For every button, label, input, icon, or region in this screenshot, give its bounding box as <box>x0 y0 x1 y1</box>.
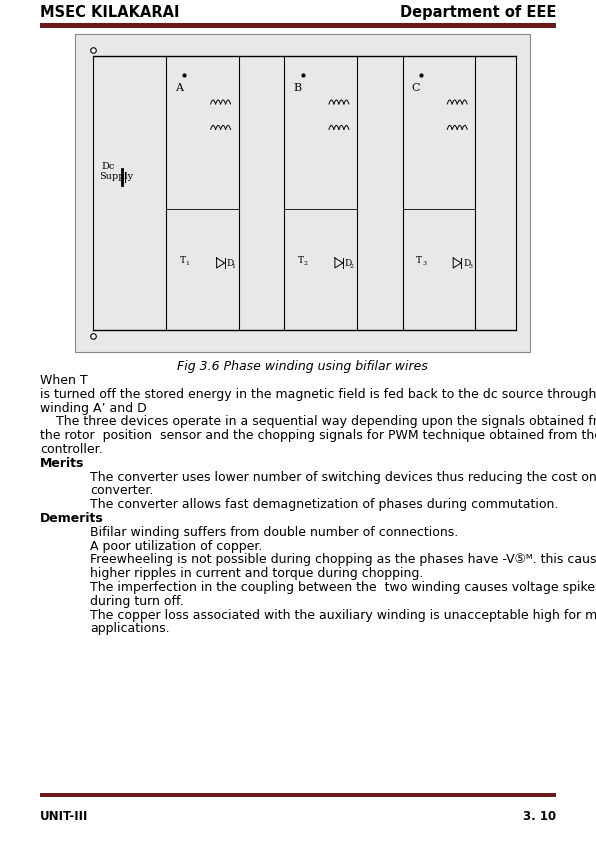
Text: MSEC KILAKARAI: MSEC KILAKARAI <box>40 5 179 20</box>
Text: applications.: applications. <box>90 622 170 636</box>
Text: 3: 3 <box>422 261 426 266</box>
Text: higher ripples in current and torque during chopping.: higher ripples in current and torque dur… <box>90 568 423 580</box>
Text: UNIT-III: UNIT-III <box>40 810 88 823</box>
Text: 2: 2 <box>350 264 354 269</box>
Text: Dc: Dc <box>102 163 115 171</box>
Text: D: D <box>226 259 234 268</box>
Text: T: T <box>416 256 422 265</box>
Text: B: B <box>293 83 302 93</box>
Text: A poor utilization of copper.: A poor utilization of copper. <box>90 540 262 552</box>
Text: winding A’ and D: winding A’ and D <box>40 402 147 414</box>
Text: Demerits: Demerits <box>40 512 104 525</box>
Text: D: D <box>345 259 352 268</box>
Text: C: C <box>412 83 420 93</box>
Text: converter.: converter. <box>90 484 153 498</box>
Text: 3: 3 <box>468 264 472 269</box>
Text: When T: When T <box>40 374 88 387</box>
Text: A: A <box>175 83 183 93</box>
Bar <box>40 23 556 28</box>
Text: Bifilar winding suffers from double number of connections.: Bifilar winding suffers from double numb… <box>90 525 458 539</box>
Text: during turn off.: during turn off. <box>90 594 184 608</box>
Text: is turned off the stored energy in the magnetic field is fed back to the dc sour: is turned off the stored energy in the m… <box>40 388 596 401</box>
Text: The copper loss associated with the auxiliary winding is unacceptable high for m: The copper loss associated with the auxi… <box>90 609 596 621</box>
Text: 1: 1 <box>185 261 190 266</box>
Text: 2: 2 <box>304 261 308 266</box>
Text: Fig 3.6 Phase winding using bifilar wires: Fig 3.6 Phase winding using bifilar wire… <box>177 360 428 373</box>
Text: The converter uses lower number of switching devices thus reducing the cost on t: The converter uses lower number of switc… <box>90 471 596 483</box>
Bar <box>75 34 530 352</box>
Text: Supply: Supply <box>99 172 133 181</box>
Text: The imperfection in the coupling between the  two winding causes voltage spikes: The imperfection in the coupling between… <box>90 581 596 594</box>
Text: Department of EEE: Department of EEE <box>400 5 556 20</box>
Text: D: D <box>463 259 470 268</box>
Bar <box>40 793 556 797</box>
Text: 1: 1 <box>232 264 235 269</box>
Text: The three devices operate in a sequential way depending upon the signals obtaine: The three devices operate in a sequentia… <box>40 415 596 429</box>
Text: Freewheeling is not possible during chopping as the phases have -V⑤ᴹ. this cause: Freewheeling is not possible during chop… <box>90 553 596 567</box>
Text: T: T <box>179 256 185 265</box>
Text: Merits: Merits <box>40 457 85 470</box>
Text: 3. 10: 3. 10 <box>523 810 556 823</box>
Text: controller.: controller. <box>40 443 103 456</box>
Text: the rotor  position  sensor and the chopping signals for PWM technique obtained : the rotor position sensor and the choppi… <box>40 429 596 442</box>
Text: The converter allows fast demagnetization of phases during commutation.: The converter allows fast demagnetizatio… <box>90 498 558 511</box>
Text: T: T <box>298 256 304 265</box>
